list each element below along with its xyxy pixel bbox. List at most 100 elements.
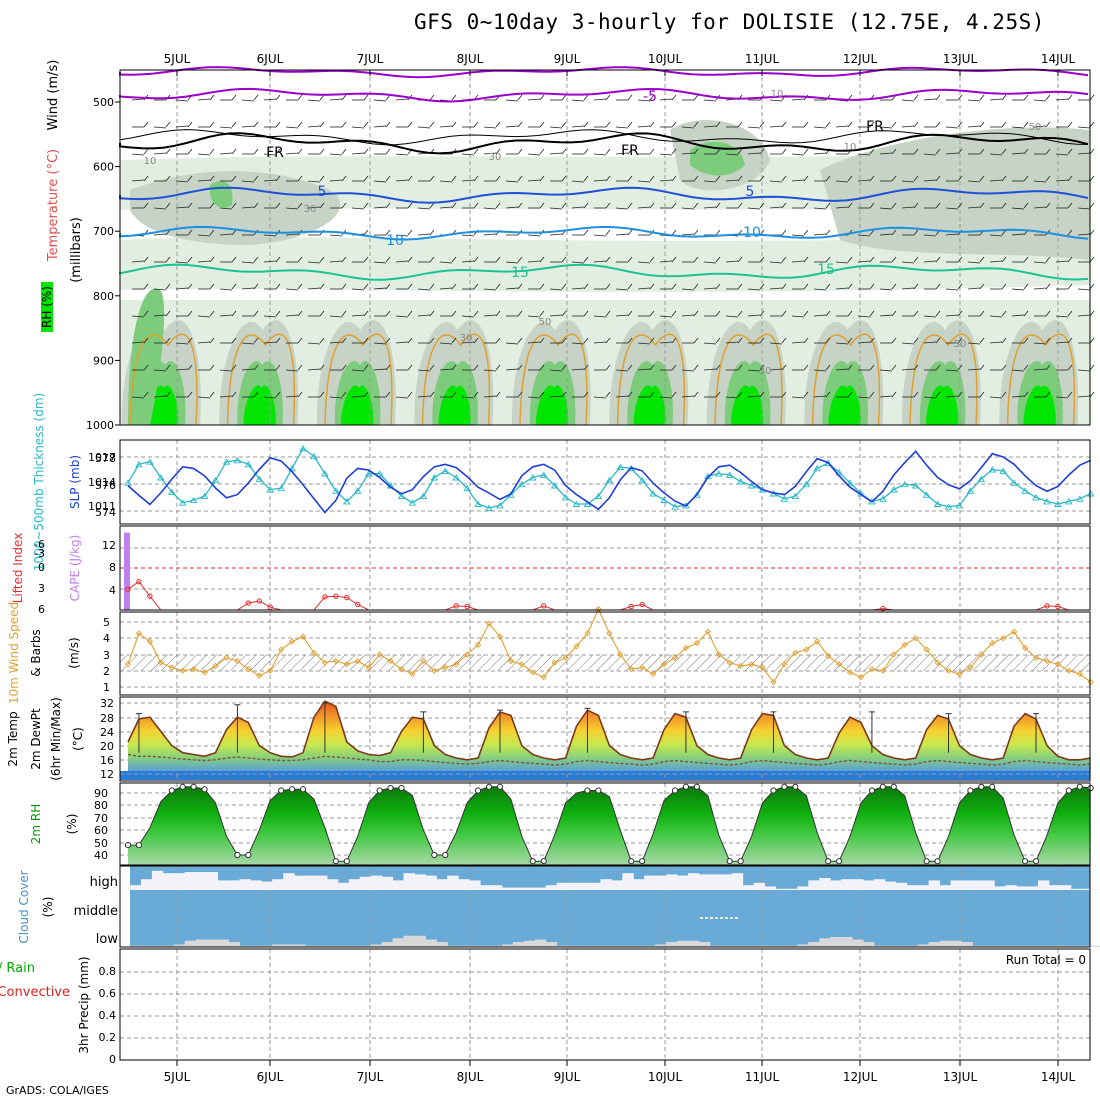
wind-barb-flag [1001, 310, 1007, 317]
cape-tick-label: 4 [109, 584, 116, 597]
cloud-high-gap [764, 886, 776, 890]
wind-barb-flag [935, 121, 941, 128]
ylabel-wind10m: 10m Wind Speed [7, 602, 21, 704]
wind-barb-flag [979, 121, 985, 128]
thickness-marker [178, 499, 187, 506]
rh2m-marker [1032, 858, 1040, 865]
wind-barb-flag [495, 391, 501, 398]
precip-run-total: Run Total = 0 [1006, 953, 1086, 967]
rh2m-marker [693, 783, 700, 790]
wind-speed-marker [890, 651, 897, 658]
wind-barb-flag [693, 310, 699, 317]
wind-speed-marker [157, 659, 164, 666]
wind-barb-flag [539, 337, 545, 344]
wind-barb-flag [715, 310, 721, 317]
cloud-high-gap [151, 870, 164, 890]
wind-barb [747, 126, 761, 129]
cloud-high-gap [326, 879, 339, 890]
rh2m-tick-label: 70 [94, 812, 108, 825]
wind-barb-flag [605, 148, 611, 155]
wind-barb-flag [319, 175, 325, 182]
cloud-low-bar [600, 945, 612, 947]
wind-barb-flag [869, 364, 875, 371]
wind-barb-flag [583, 94, 589, 101]
wind-barb-flag [935, 283, 941, 290]
rh2m-marker [278, 787, 285, 794]
rh-column-bright [828, 385, 861, 425]
wind-barb [747, 207, 761, 210]
wind-barb-flag [165, 121, 171, 128]
wind-speed-marker [442, 664, 449, 671]
rh2m-marker [726, 858, 733, 865]
thickness-marker [463, 484, 471, 492]
wind-barb [307, 180, 321, 183]
cloud-high-gap [895, 882, 908, 890]
upper-air-frame [119, 69, 1091, 426]
wind-barb-flag [187, 391, 193, 398]
slp-tick-label: 1017 [88, 451, 116, 464]
wind-barb-flag [605, 121, 611, 128]
wind-barb [241, 125, 255, 128]
wind-barb-flag [891, 310, 897, 317]
wind-barb-flag [473, 148, 479, 155]
wind-barb-flag [891, 364, 897, 371]
cloud-low-bar [1027, 945, 1039, 947]
cloud-high-gap [1005, 885, 1017, 890]
wind-barb-flag [341, 148, 347, 155]
wind-barb [1077, 288, 1091, 291]
wind-barb [329, 396, 343, 399]
wind-barb-flag [605, 229, 611, 236]
wind-speed-marker [737, 662, 744, 670]
wind-barb [593, 396, 607, 399]
cloud-high-gap [797, 886, 809, 890]
lifted-index-marker [355, 601, 361, 608]
wind-barb [307, 99, 321, 102]
wind-barb [197, 98, 211, 101]
wind-barb-flag [1045, 202, 1051, 209]
wind-barb [307, 287, 321, 290]
wind-barb-flag [209, 310, 215, 317]
contour-label: 10 [386, 233, 404, 249]
cloud-high-gap [501, 887, 514, 890]
wind-barb-flag [935, 175, 941, 182]
wind-speed-marker [387, 657, 394, 665]
wind-barb-flag [275, 283, 281, 290]
wind-barb-flag [1023, 121, 1029, 128]
rh-legend-swatch [41, 282, 53, 332]
wind-barb-flag [803, 175, 809, 182]
wind-barb [175, 261, 189, 264]
wind-barb-flag [187, 229, 193, 236]
wind-barb-flag [1001, 175, 1007, 182]
wind-barb-flag [473, 256, 479, 263]
wind-barb-flag [891, 229, 897, 236]
cloud-high-gap [130, 885, 142, 890]
wind-barb [703, 206, 717, 209]
cloud-low-bar [983, 945, 995, 947]
wind-barb [725, 341, 739, 344]
wind-barb [1011, 314, 1025, 317]
wind-barb-flag [297, 121, 303, 128]
cloud-low-bar [217, 939, 229, 947]
cloud-low-bar [359, 945, 372, 947]
wind-barb [747, 314, 761, 317]
wind-barb-flag [495, 148, 501, 155]
cloud-low-bar [283, 944, 295, 947]
wind-speed-marker [934, 659, 941, 666]
thickness-marker [780, 495, 789, 502]
wind-barb [945, 369, 959, 372]
cloud-high-gap [600, 879, 612, 890]
cloud-high-gap [491, 885, 503, 890]
cloud-high-gap [633, 879, 645, 890]
wind-barb-flag [979, 391, 985, 398]
wind-barb [505, 180, 519, 183]
wind-barb [483, 314, 497, 317]
wind-speed-marker [628, 665, 635, 673]
wind-barb-flag [451, 283, 457, 290]
cloud-low-bar [720, 945, 733, 947]
wind-speed-marker [135, 630, 143, 637]
wind-barb-flag [825, 256, 831, 263]
rh-column-bright [926, 385, 959, 425]
wind-barb [879, 395, 893, 398]
wind-barb-flag [385, 364, 391, 371]
contour-freezing-thin [119, 129, 1089, 146]
